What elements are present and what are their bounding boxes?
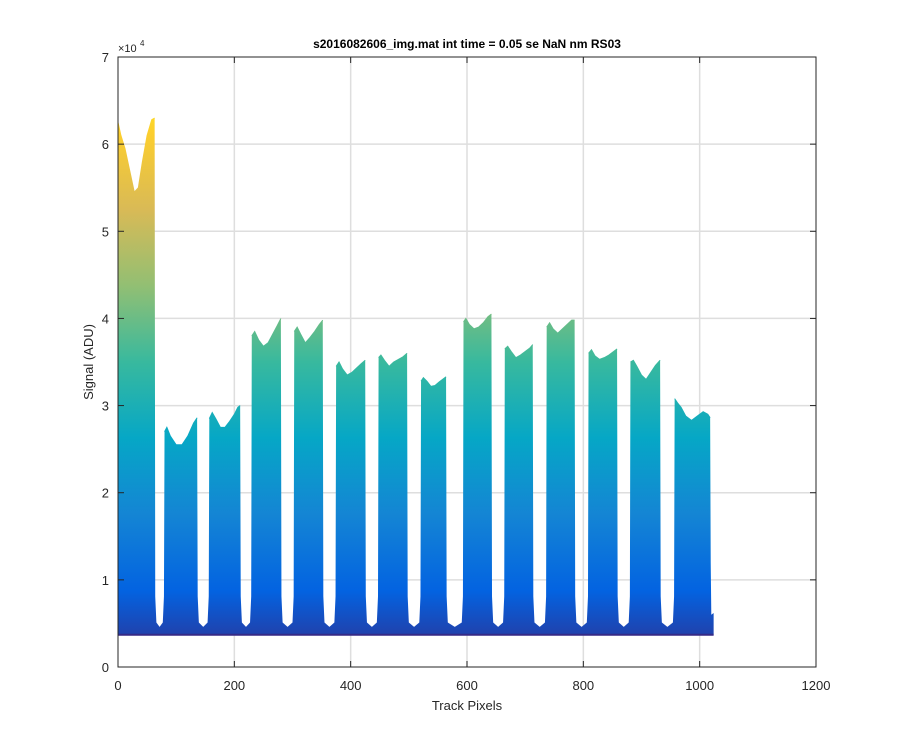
signal-segment-outline [463,313,492,330]
y-exponent-base: ×10 [118,43,137,55]
x-tick-label: 200 [223,678,245,693]
y-tick-label: 1 [102,573,109,588]
baseline-band [118,633,714,636]
y-axis-label: Signal (ADU) [81,324,96,400]
x-axis-label: Track Pixels [432,698,503,713]
x-tick-label: 600 [456,678,478,693]
signal-area [118,117,714,636]
y-axis: 0 1 2 3 4 5 6 7 [102,50,816,675]
signal-segment-outline [208,405,241,428]
y-tick-label: 4 [102,311,109,326]
signal-fill [118,118,714,635]
x-tick-label: 400 [340,678,362,693]
signal-segment-outline [164,417,198,446]
signal-segment-outline [293,319,324,344]
y-tick-label: 6 [102,137,109,152]
y-tick-label: 3 [102,399,109,414]
y-tick-label: 5 [102,224,109,239]
x-tick-label: 1000 [685,678,714,693]
x-tick-label: 800 [572,678,594,693]
y-tick-label: 0 [102,660,109,675]
signal-segment-outline [674,398,711,422]
x-tick-label: 1200 [802,678,831,693]
signal-segment-outline [504,344,534,359]
x-axis: 0 200 400 600 800 1000 1200 [114,57,830,693]
signal-segment-outline [251,318,282,348]
signal-segment-outline [378,352,408,368]
signal-segment-outline [420,376,447,387]
signal-segment-outline [588,348,618,360]
y-tick-label: 7 [102,50,109,65]
signal-segment-outline [630,359,661,381]
chart-title: s2016082606_img.mat int time = 0.05 se N… [313,37,621,51]
y-exponent-power: 4 [140,39,145,48]
y-tick-label: 2 [102,486,109,501]
signal-segment-outline [335,359,366,376]
signal-segment-outline [118,117,155,194]
x-tick-label: 0 [114,678,121,693]
signal-segment-outline [546,319,575,334]
